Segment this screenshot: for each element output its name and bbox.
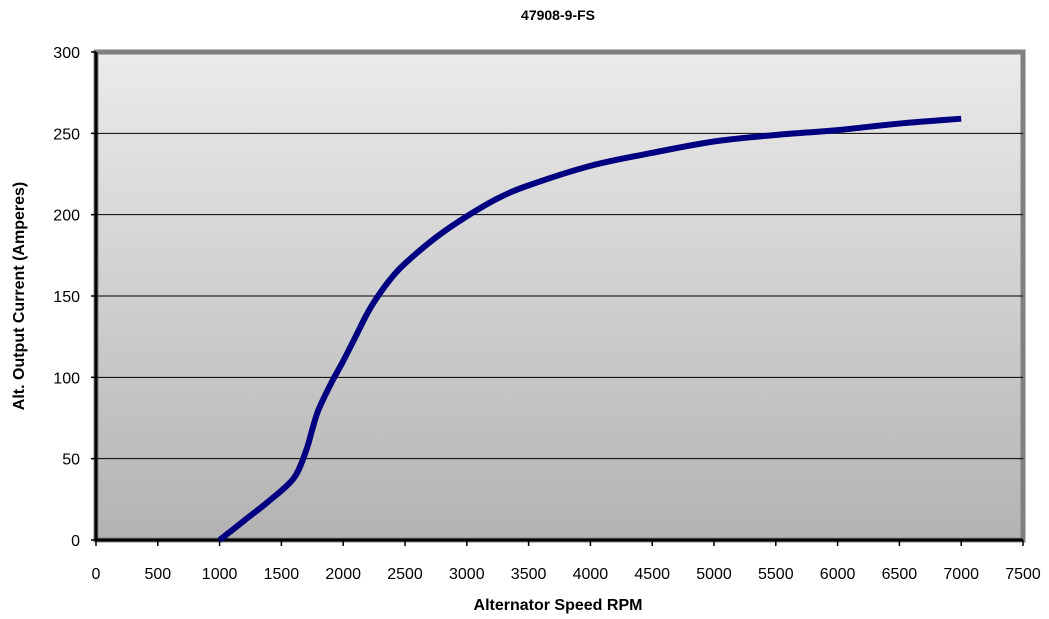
x-tick-labels: 0 500 1000 1500 2000 2500 3000 3500 4000 4500 5000…: [92, 566, 1041, 583]
y-tick-labels: 0 50 100 150 200 250 300: [53, 45, 80, 550]
x-tick-label: 2000: [325, 566, 361, 583]
x-tick-label: 7500: [1005, 566, 1041, 583]
x-tick-label: 4500: [634, 566, 670, 583]
y-tick-label: 100: [53, 370, 80, 387]
y-tick-label: 300: [53, 45, 80, 62]
y-tick-label: 150: [53, 289, 80, 306]
x-tick-label: 2500: [387, 566, 423, 583]
x-tick-label: 1000: [202, 566, 238, 583]
y-tick-label: 0: [71, 533, 80, 550]
x-tick-label: 3000: [449, 566, 485, 583]
x-tick-label: 5500: [758, 566, 794, 583]
y-tick-label: 50: [62, 452, 80, 469]
x-tick-label: 0: [92, 566, 101, 583]
x-tick-label: 4000: [573, 566, 609, 583]
y-tick-label: 250: [53, 126, 80, 143]
x-tick-label: 3500: [511, 566, 547, 583]
series-group: [217, 115, 962, 543]
y-tick-label: 200: [53, 208, 80, 225]
x-axis-label: Alternator Speed RPM: [474, 597, 643, 614]
x-tick-label: 6000: [820, 566, 856, 583]
x-tick-label: 5000: [696, 566, 732, 583]
tick-marks: [91, 51, 1024, 546]
x-tick-label: 6500: [882, 566, 918, 583]
series-line: [217, 115, 962, 543]
y-axis-label: Alt. Output Current (Amperes): [11, 182, 28, 410]
x-tick-label: 7000: [943, 566, 979, 583]
x-tick-label: 500: [144, 566, 171, 583]
x-tick-label: 1500: [264, 566, 300, 583]
chart-title: 47908-9-FS: [521, 7, 595, 23]
gridlines: [96, 132, 1023, 460]
